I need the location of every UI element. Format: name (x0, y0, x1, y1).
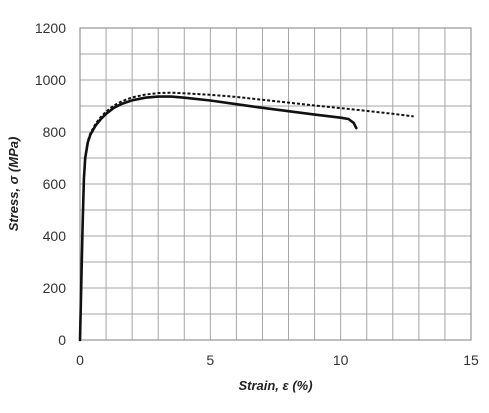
series-line-solid (78, 95, 358, 342)
x-tick-label: 0 (76, 352, 84, 368)
x-axis-ticks: 0 5 10 15 (76, 352, 479, 368)
x-tick-label: 5 (206, 352, 214, 368)
series-line-dashed (79, 91, 414, 341)
x-axis-title: Strain, ε (%) (238, 378, 312, 393)
y-tick-label: 400 (43, 228, 67, 244)
x-tick-label: 10 (333, 352, 349, 368)
y-axis-ticks: 0 200 400 600 800 1000 1200 (35, 20, 66, 348)
grid-lines (79, 27, 472, 341)
y-tick-label: 0 (58, 332, 66, 348)
y-tick-label: 1200 (35, 20, 66, 36)
y-tick-label: 800 (43, 124, 67, 140)
y-axis-title: Stress, σ (MPa) (6, 137, 21, 232)
y-tick-label: 600 (43, 176, 67, 192)
series-layer (78, 91, 414, 342)
y-tick-label: 200 (43, 280, 67, 296)
y-tick-label: 1000 (35, 72, 66, 88)
x-tick-label: 15 (463, 352, 479, 368)
plot-area-border (79, 27, 472, 341)
